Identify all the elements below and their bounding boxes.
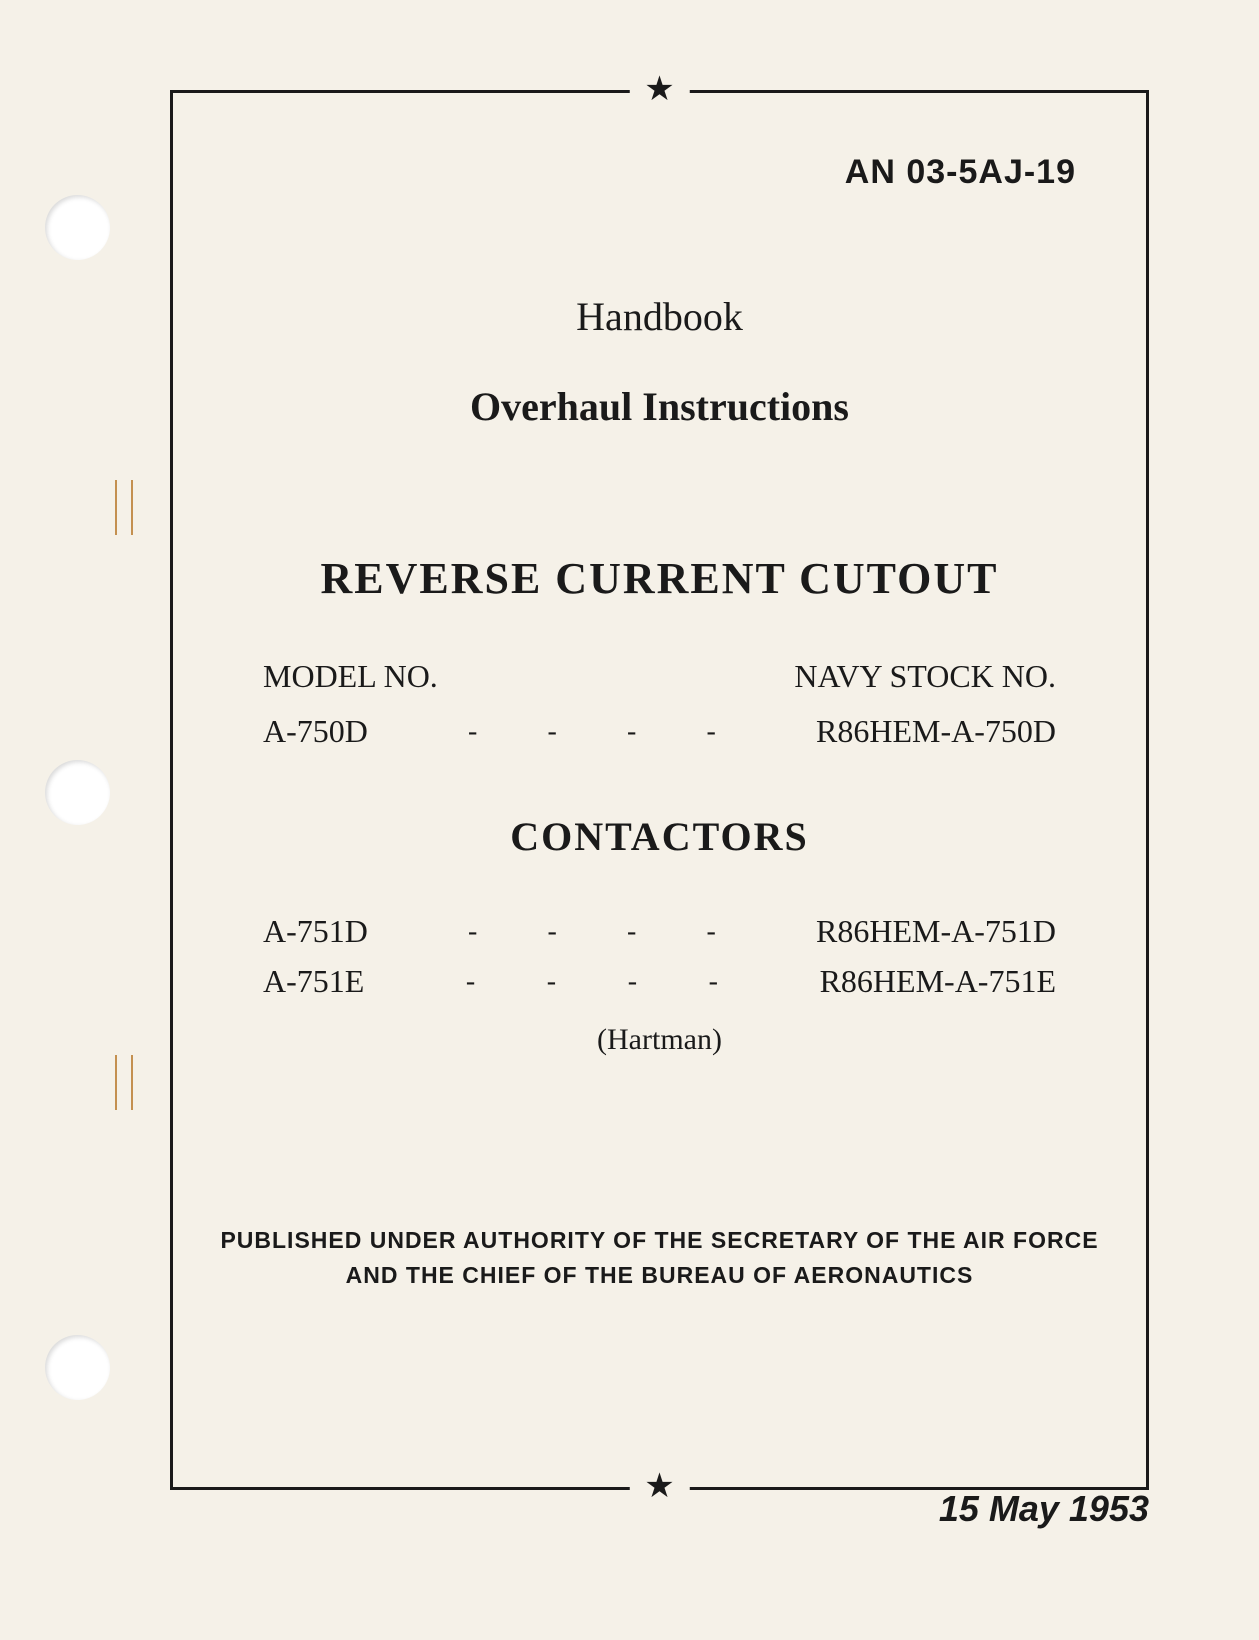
staple-mark [115, 1055, 133, 1110]
authority-statement: PUBLISHED UNDER AUTHORITY OF THE SECRETA… [173, 1223, 1146, 1292]
handbook-title: Handbook [173, 293, 1146, 340]
model-value: A-751E [263, 963, 364, 1000]
punch-hole [45, 760, 110, 825]
punch-hole [45, 195, 110, 260]
model-no-header: MODEL NO. [263, 658, 438, 695]
section-heading-reverse-current: REVERSE CURRENT CUTOUT [173, 553, 1146, 604]
stock-value: R86HEM-A-750D [816, 713, 1056, 750]
star-icon: ★ [629, 73, 689, 107]
manufacturer-name: (Hartman) [173, 1023, 1146, 1057]
stock-value: R86HEM-A-751D [816, 913, 1056, 950]
page-wrapper: ★ AN 03-5AJ-19 Handbook Overhaul Instruc… [0, 0, 1259, 1640]
dash-separator: - - - - [368, 716, 816, 748]
punch-hole [45, 1335, 110, 1400]
content-frame: ★ AN 03-5AJ-19 Handbook Overhaul Instruc… [170, 90, 1149, 1490]
authority-line-2: AND THE CHIEF OF THE BUREAU OF AERONAUTI… [173, 1258, 1146, 1293]
dash-separator: - - - - [364, 966, 819, 998]
section-heading-contactors: CONTACTORS [173, 813, 1146, 860]
model-value: A-751D [263, 913, 368, 950]
staple-mark [115, 480, 133, 535]
model-value: A-750D [263, 713, 368, 750]
authority-line-1: PUBLISHED UNDER AUTHORITY OF THE SECRETA… [173, 1223, 1146, 1258]
item-row: A-751D - - - - R86HEM-A-751D [263, 913, 1056, 950]
document-number: AN 03-5AJ-19 [845, 153, 1076, 192]
publication-date: 15 May 1953 [939, 1488, 1149, 1530]
navy-stock-no-header: NAVY STOCK NO. [794, 658, 1056, 695]
dash-separator: - - - - [368, 916, 816, 948]
stock-value: R86HEM-A-751E [820, 963, 1056, 1000]
item-row: A-750D - - - - R86HEM-A-750D [263, 713, 1056, 750]
column-headers: MODEL NO. NAVY STOCK NO. [263, 658, 1056, 695]
item-row: A-751E - - - - R86HEM-A-751E [263, 963, 1056, 1000]
overhaul-title: Overhaul Instructions [173, 383, 1146, 430]
star-icon: ★ [629, 1470, 689, 1504]
